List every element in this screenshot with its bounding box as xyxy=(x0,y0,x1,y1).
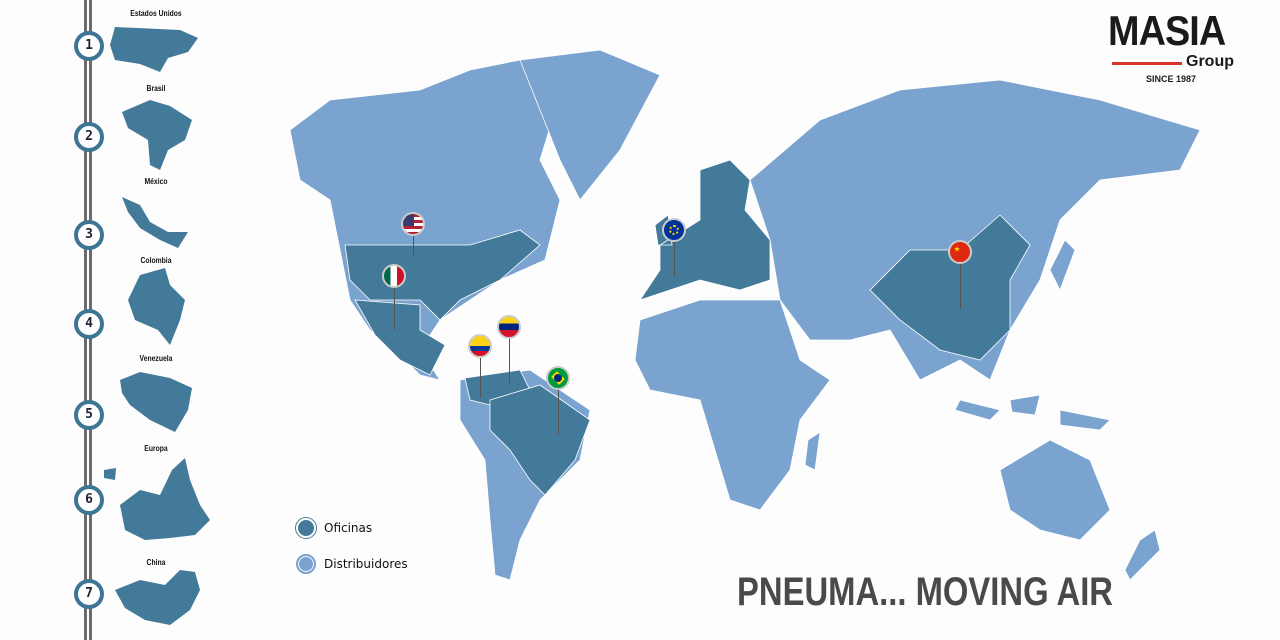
usa-silhouette xyxy=(110,27,198,72)
brazil-region xyxy=(489,384,591,496)
legend-oficinas-label: Oficinas xyxy=(324,521,373,535)
sidebar-silhouettes xyxy=(104,27,210,625)
step-6: 6 xyxy=(74,485,104,515)
label-brasil: Brasil xyxy=(146,84,166,93)
europe-region xyxy=(639,159,771,301)
madagascar xyxy=(804,431,821,471)
asia xyxy=(749,79,1201,381)
colombia-silhouette xyxy=(128,268,185,345)
usa-flag-icon xyxy=(401,212,425,236)
masia-logo: MASIA Group SINCE 1987 xyxy=(1108,7,1258,92)
distribuidores-swatch xyxy=(296,554,316,574)
legend-distribuidores: Distribuidores xyxy=(296,554,408,574)
step-4: 4 xyxy=(74,309,104,339)
step-1: 1 xyxy=(74,31,104,61)
logo-group: Group xyxy=(1186,53,1234,70)
legend-oficinas: Oficinas xyxy=(296,518,372,538)
step-3: 3 xyxy=(74,220,104,250)
logo-name: MASIA xyxy=(1108,7,1226,54)
china-region xyxy=(869,214,1031,361)
china-flag-icon xyxy=(948,240,972,264)
label-china: China xyxy=(146,558,166,567)
brazil-silhouette xyxy=(122,100,192,170)
step-5: 5 xyxy=(74,400,104,430)
step-7: 7 xyxy=(74,579,104,609)
label-colombia: Colombia xyxy=(140,256,172,265)
logo-accent-line xyxy=(1112,62,1182,65)
new-zealand xyxy=(1124,529,1161,581)
australia xyxy=(999,439,1111,541)
china-silhouette xyxy=(115,570,200,625)
usa-region xyxy=(344,229,541,321)
legend-distribuidores-label: Distribuidores xyxy=(324,557,408,571)
oficinas-swatch xyxy=(296,518,316,538)
venezuela-silhouette xyxy=(120,372,192,432)
slogan: PNEUMA... MOVING AIR xyxy=(737,570,1114,614)
label-venezuela: Venezuela xyxy=(139,354,173,363)
label-mexico: México xyxy=(144,177,168,186)
logo-since: SINCE 1987 xyxy=(1146,74,1197,84)
mexico-silhouette xyxy=(122,197,188,248)
mexico-flag-icon xyxy=(382,264,406,288)
colombia-flag-icon xyxy=(468,334,492,358)
greenland xyxy=(519,49,661,201)
label-estados-unidos: Estados Unidos xyxy=(130,9,182,18)
venezuela-flag-icon xyxy=(497,315,521,339)
eu-flag-icon xyxy=(662,218,686,242)
label-europa: Europa xyxy=(144,444,168,453)
europe-silhouette xyxy=(104,458,210,540)
japan xyxy=(1049,239,1076,291)
indonesia xyxy=(954,394,1111,431)
africa xyxy=(634,299,831,511)
mexico-region xyxy=(354,299,446,376)
brazil-flag-icon xyxy=(546,366,570,390)
step-2: 2 xyxy=(74,122,104,152)
